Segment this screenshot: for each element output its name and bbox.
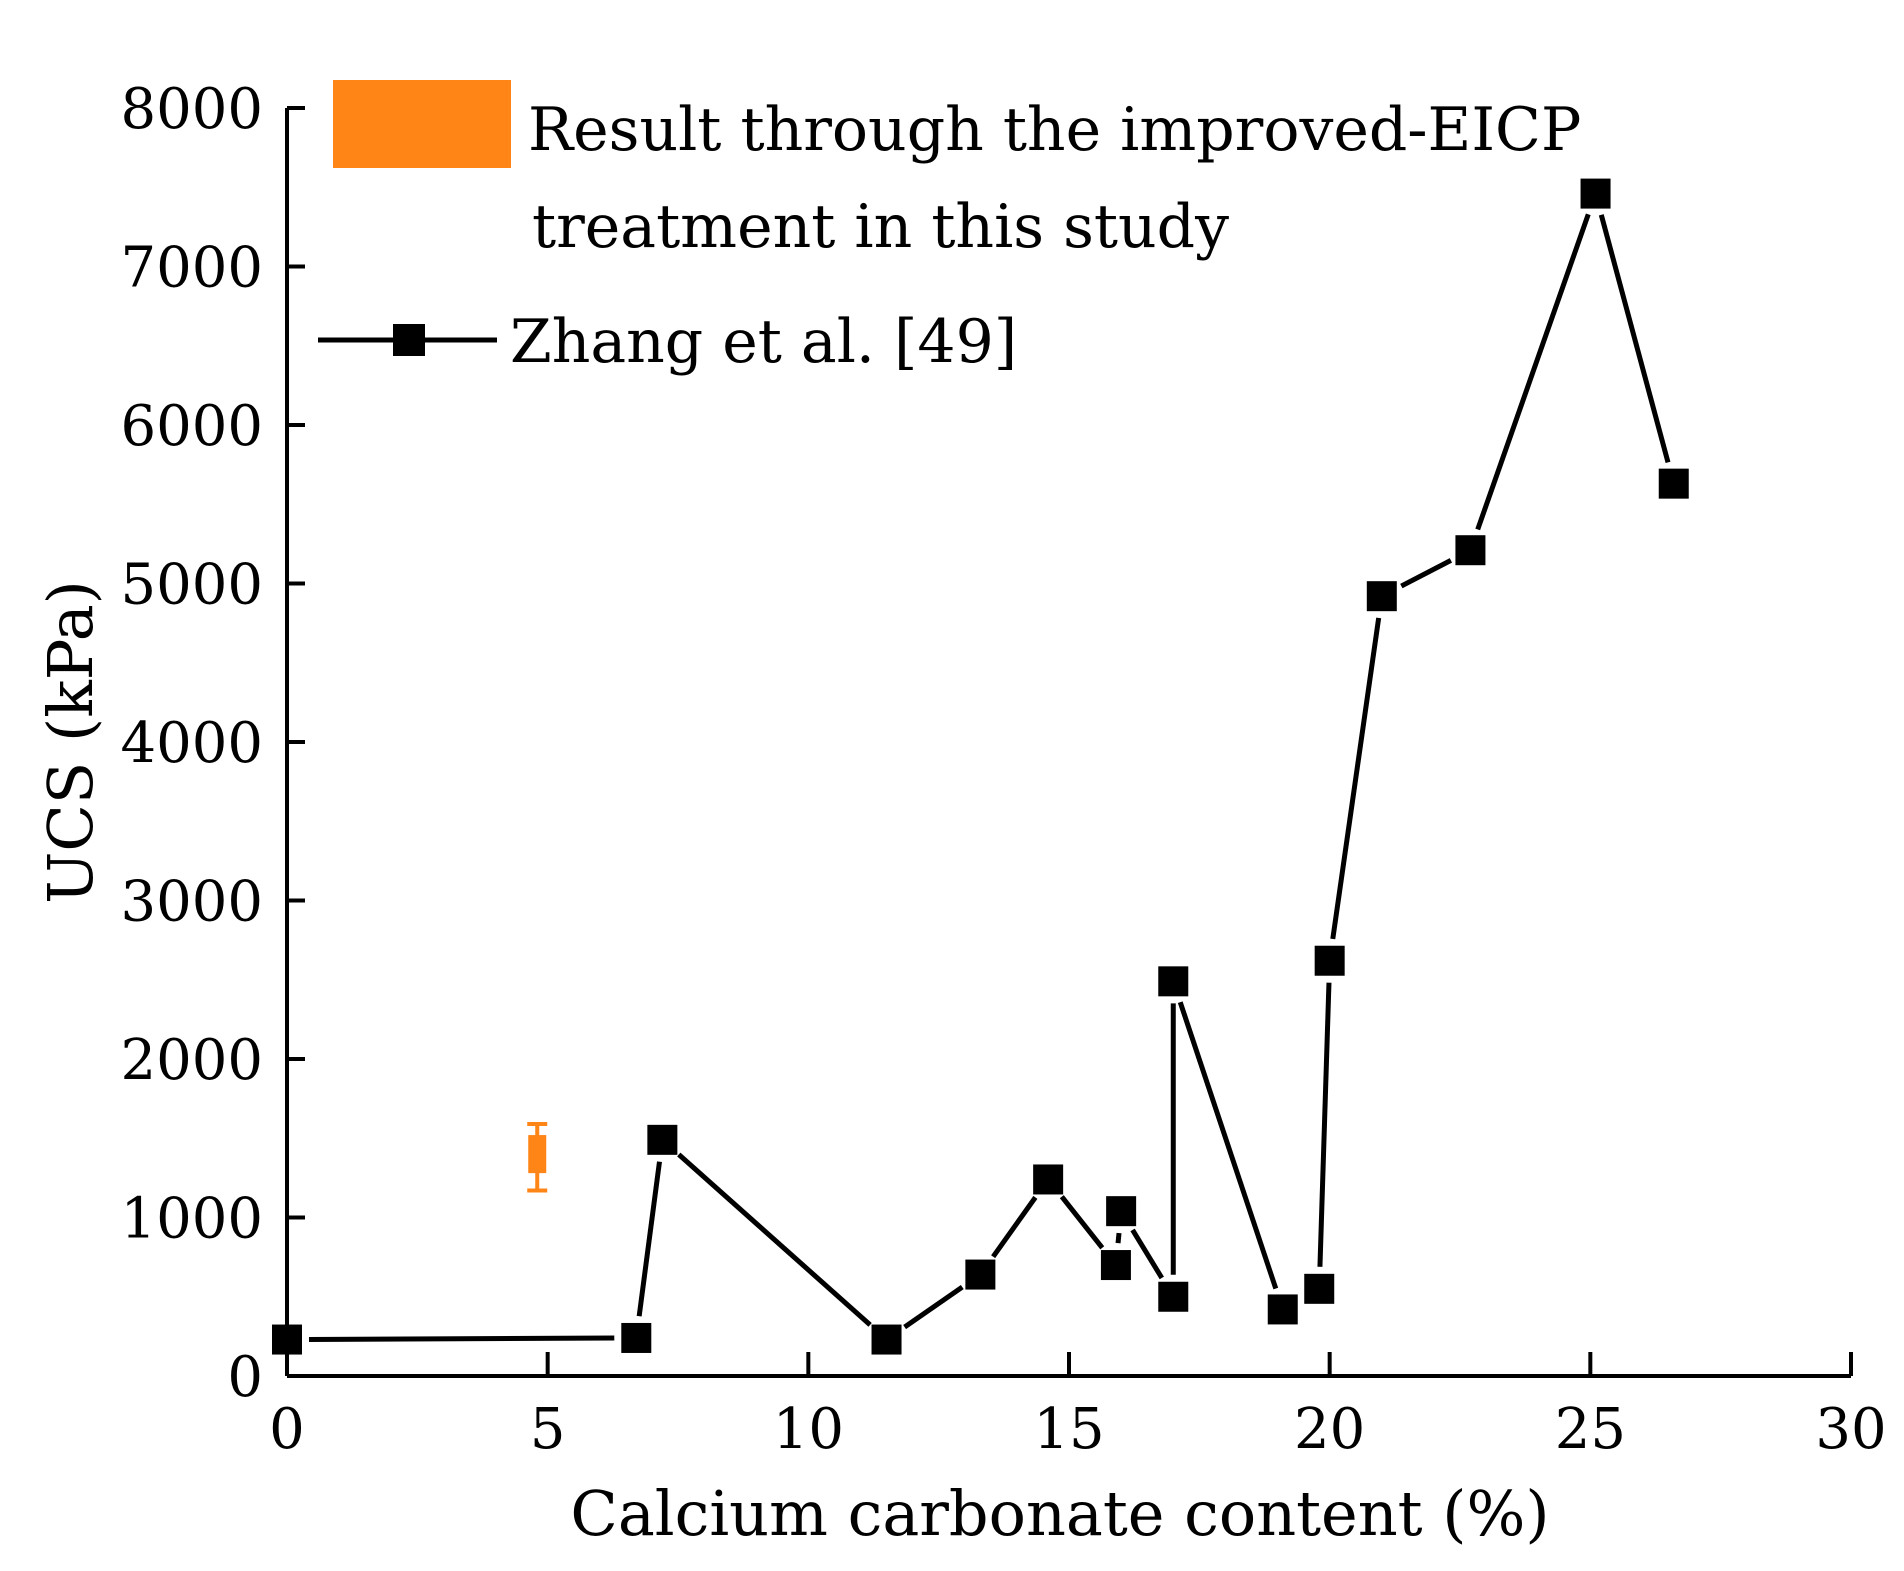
- data-point: [871, 1324, 902, 1355]
- legend-label-study-line1: Result through the improved-EICP: [528, 95, 1581, 165]
- data-point: [621, 1322, 652, 1353]
- data-point: [1158, 966, 1189, 997]
- y-tick-label: 0: [227, 1345, 263, 1410]
- series-segment: [1317, 982, 1332, 1267]
- y-tick-label: 5000: [120, 553, 263, 618]
- data-point: [1366, 581, 1397, 612]
- legend-swatch-study: [333, 80, 511, 168]
- zhang-series-markers: [272, 178, 1689, 1355]
- x-tick-label: 5: [530, 1397, 566, 1462]
- y-tick-label: 8000: [120, 77, 263, 142]
- series-segment: [903, 1285, 964, 1330]
- series-segment: [1177, 1001, 1279, 1290]
- legend-label-study-line2: treatment in this study: [532, 192, 1229, 262]
- y-tick-label: 3000: [120, 870, 263, 935]
- data-point: [1304, 1273, 1335, 1304]
- series-segment: [1475, 213, 1591, 531]
- data-point: [647, 1124, 678, 1155]
- data-point: [1455, 535, 1486, 566]
- legend: Result through the improved-EICP treatme…: [318, 80, 1581, 377]
- data-point: [1100, 1250, 1131, 1281]
- data-point: [1658, 468, 1689, 499]
- data-point: [1267, 1294, 1298, 1325]
- data-point: [965, 1259, 996, 1290]
- series-segment: [636, 1161, 662, 1317]
- series-segment: [1130, 1228, 1164, 1280]
- data-point: [1106, 1196, 1137, 1227]
- y-ticks: 0 1000 2000 3000 4000 5000 6000 7000 8000: [120, 77, 305, 1410]
- x-tick-label: 20: [1294, 1397, 1365, 1462]
- y-tick-label: 1000: [120, 1187, 263, 1252]
- series-segment: [1598, 214, 1671, 464]
- series-segment: [1059, 1195, 1105, 1250]
- x-tick-label: 15: [1033, 1397, 1104, 1462]
- data-point: [1033, 1164, 1064, 1195]
- series-segment: [1330, 617, 1382, 940]
- legend-marker-zhang: [393, 324, 425, 356]
- series-segment: [991, 1195, 1038, 1259]
- y-tick-label: 7000: [120, 236, 263, 301]
- x-ticks: 0 5 10 15 20 25 30: [269, 1352, 1887, 1462]
- y-axis-title: UCS (kPa): [34, 580, 107, 904]
- data-point: [1158, 1281, 1189, 1312]
- axes: [285, 108, 1851, 1378]
- legend-label-zhang: Zhang et al. [49]: [510, 307, 1017, 377]
- data-point: [272, 1324, 302, 1355]
- zhang-series-line: [308, 213, 1671, 1342]
- series-segment: [1115, 1232, 1122, 1244]
- x-tick-label: 0: [269, 1397, 305, 1462]
- x-tick-label: 10: [773, 1397, 844, 1462]
- y-tick-label: 2000: [120, 1028, 263, 1093]
- series-segment: [308, 1335, 615, 1342]
- data-point: [1314, 945, 1345, 976]
- data-point: [1580, 178, 1611, 209]
- x-axis-title: Calcium carbonate content (%): [570, 1477, 1549, 1550]
- series-segment: [677, 1152, 872, 1327]
- study-result: [527, 1121, 548, 1193]
- y-tick-label: 4000: [120, 711, 263, 776]
- x-tick-label: 30: [1815, 1397, 1886, 1462]
- study-result-bar: [528, 1135, 547, 1174]
- y-tick-label: 6000: [120, 394, 263, 459]
- x-tick-label: 25: [1555, 1397, 1626, 1462]
- series-segment: [1400, 558, 1453, 589]
